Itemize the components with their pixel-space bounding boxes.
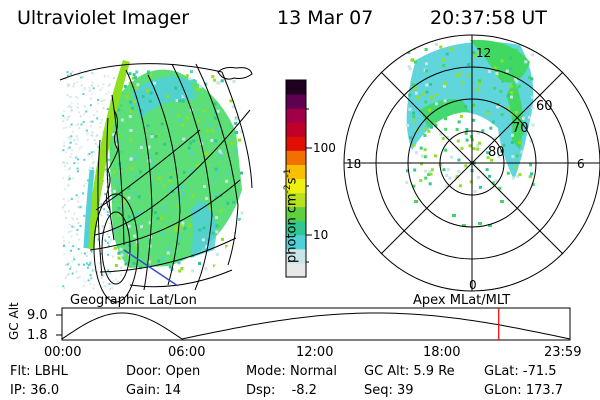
instrument-title: Ultraviolet Imager bbox=[17, 7, 190, 29]
polar-map bbox=[343, 34, 600, 292]
mlt-label-12: 12 bbox=[476, 46, 492, 60]
polar-grid bbox=[343, 34, 600, 292]
colorbar-tick-100: 100 bbox=[313, 141, 336, 155]
status-gc-alt: GC Alt: 5.9 Re bbox=[364, 364, 455, 379]
status-glat: GLat: -71.5 bbox=[484, 364, 557, 379]
mlt-label-0: 0 bbox=[469, 278, 477, 292]
time-tick-0000: 00:00 bbox=[44, 345, 82, 360]
status-door: Door: Open bbox=[126, 364, 201, 379]
altitude-ytick-low: 1.8 bbox=[27, 328, 48, 343]
colorbar-strip bbox=[286, 136, 306, 151]
lat-label-80: 80 bbox=[488, 145, 505, 160]
altitude-ylabel: GC Alt bbox=[7, 302, 21, 340]
colorbar-strip bbox=[286, 178, 306, 194]
geographic-caption: Geographic Lat/Lon bbox=[70, 293, 197, 308]
altitude-plot bbox=[56, 307, 571, 341]
status-mode: Mode: Normal bbox=[246, 364, 337, 379]
altitude-ytick-high: 9.0 bbox=[27, 308, 48, 323]
status-glon: GLon: 173.7 bbox=[484, 383, 564, 398]
limb-arc bbox=[86, 60, 130, 250]
lat-lon-grid bbox=[59, 63, 253, 303]
status-dsp: Dsp: -8.2 bbox=[246, 383, 317, 398]
status-ip: IP: 36.0 bbox=[10, 383, 60, 398]
time-tick-1200: 12:00 bbox=[296, 345, 334, 360]
geographic-map bbox=[59, 60, 253, 303]
colorbar-strip bbox=[286, 164, 306, 179]
colorbar-strip bbox=[286, 94, 306, 109]
colorbar-strip bbox=[286, 150, 306, 165]
colorbar-strip bbox=[286, 108, 306, 123]
date-label: 13 Mar 07 bbox=[277, 7, 374, 29]
colorbar-strip bbox=[286, 192, 306, 208]
colorbar-strip bbox=[286, 80, 306, 95]
colorbar-strip bbox=[286, 122, 306, 137]
colorbar-strip bbox=[286, 234, 306, 250]
colorbar-strip bbox=[286, 262, 306, 278]
colorbar-strip bbox=[286, 206, 306, 222]
lat-label-70: 70 bbox=[512, 121, 529, 136]
time-tick-0600: 06:00 bbox=[168, 345, 206, 360]
time-tick-2359: 23:59 bbox=[544, 345, 582, 360]
time-label: 20:37:58 UT bbox=[430, 7, 547, 29]
colorbar-tick-10: 10 bbox=[313, 228, 329, 242]
status-gain: Gain: 14 bbox=[126, 383, 181, 398]
colorbar bbox=[285, 79, 312, 278]
lat-label-60: 60 bbox=[536, 99, 553, 114]
time-tick-1800: 18:00 bbox=[423, 345, 461, 360]
colorbar-unit-label: photon cm-2s-1 bbox=[283, 168, 300, 263]
mlt-label-18: 18 bbox=[346, 157, 362, 171]
status-seq: Seq: 39 bbox=[364, 383, 414, 398]
status-filter: Flt: LBHL bbox=[10, 364, 68, 379]
colorbar-strip bbox=[286, 248, 306, 264]
apex-caption: Apex MLat/MLT bbox=[413, 293, 511, 308]
colorbar-strip bbox=[286, 220, 306, 236]
mlt-label-6: 6 bbox=[577, 157, 585, 171]
